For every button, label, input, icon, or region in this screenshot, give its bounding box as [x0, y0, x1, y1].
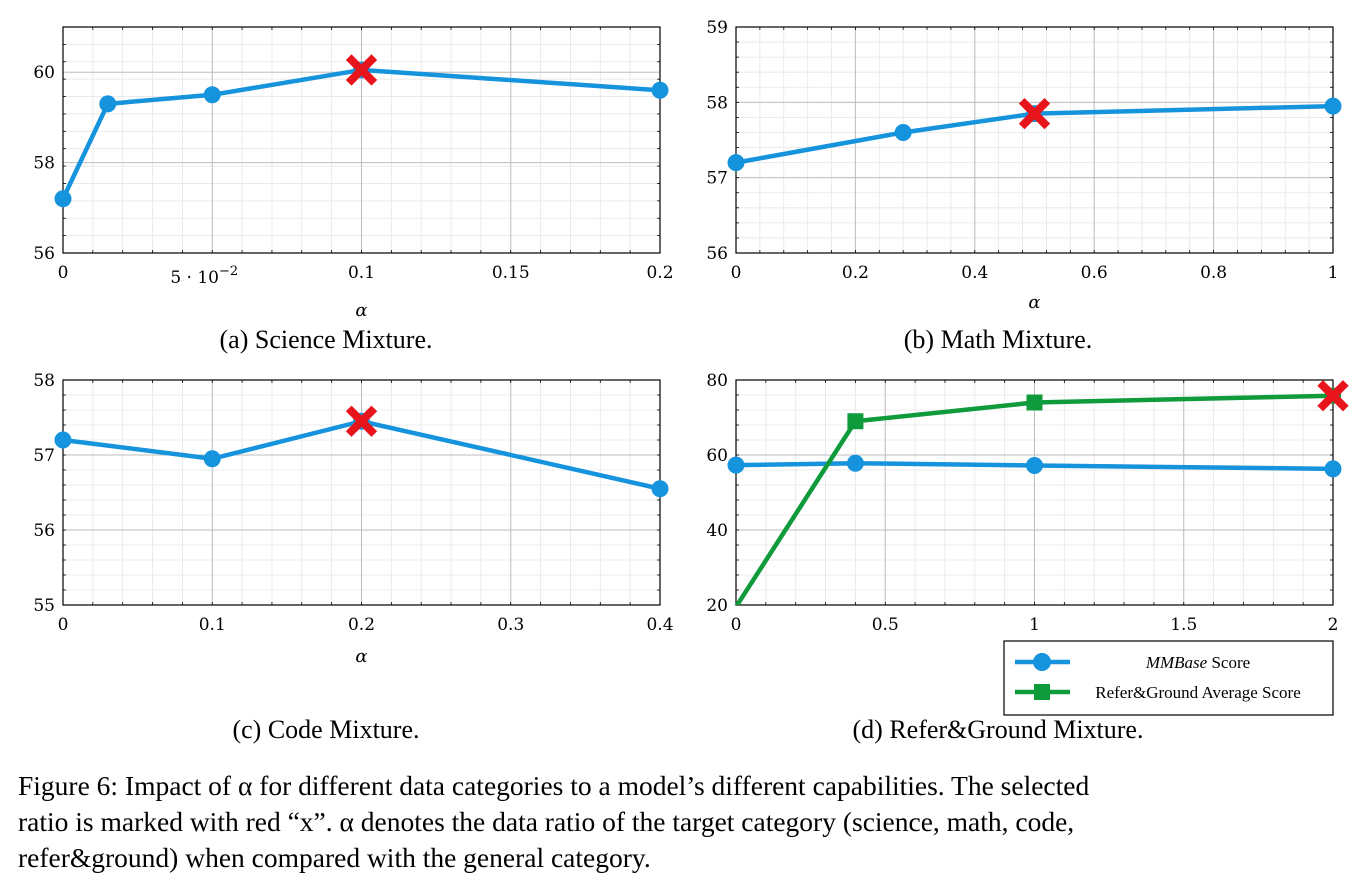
x-tick-label: 1	[1029, 615, 1040, 635]
data-point-mmbase	[54, 431, 72, 449]
legend-refer-label: Refer&Ground Average Score	[1095, 683, 1301, 702]
data-point-refer	[1026, 394, 1043, 411]
x-tick-label: 0.1	[348, 263, 375, 283]
chart-d: 0 0.5 1 1.5 2 20 40 60 80 (d) Refer&Ground Mixtur…	[706, 371, 1349, 744]
y-tick-label: 58	[33, 371, 55, 391]
legend: MMBase Score Refer&Ground Average Score	[1003, 640, 1334, 716]
x-tick-label: 2	[1328, 615, 1339, 635]
y-tick-label: 55	[33, 596, 55, 616]
data-point-mmbase	[651, 81, 669, 99]
legend-mmbase-marker	[1033, 653, 1051, 671]
x-tick-label: 0.1	[199, 615, 226, 635]
data-point-mmbase	[846, 454, 864, 472]
x-tick-label: 0.5	[872, 615, 899, 635]
data-point-mmbase	[203, 450, 221, 468]
selected-x-marker	[345, 54, 378, 86]
series-mmbase	[727, 454, 1342, 478]
legend-mmbase-label: MMBase Score	[1145, 653, 1250, 672]
series-mmbase	[54, 412, 669, 498]
y-tick-label: 56	[706, 244, 728, 264]
x-tick-label: 1	[1328, 263, 1339, 283]
x-tick-label: 0.2	[842, 263, 869, 283]
x-tick-label: 0.8	[1200, 263, 1227, 283]
y-tick-label: 58	[33, 154, 55, 174]
x-tick-label: 0.4	[646, 615, 673, 635]
y-tick-label: 60	[706, 446, 728, 466]
caption-line-2: ratio is marked with red “x”. α denotes …	[18, 806, 1075, 837]
x-tick-label: 0.2	[348, 615, 375, 635]
x-tick-label: 0.6	[1081, 263, 1108, 283]
series-refer	[734, 387, 1341, 605]
figure-caption: Figure 6: Impact of α for different data…	[18, 768, 1358, 876]
y-tick-label: 58	[706, 93, 728, 113]
series-line-refer	[734, 393, 1334, 605]
x-tick-label: 0	[731, 263, 742, 283]
x-axis-label: α	[355, 646, 367, 667]
x-tick-label: 0	[58, 615, 69, 635]
series-line-mmbase	[735, 461, 1334, 472]
data-point-mmbase	[651, 480, 669, 498]
data-point-mmbase	[894, 123, 912, 141]
legend-refer-marker	[1034, 684, 1050, 700]
x-axis-label: α	[355, 300, 367, 321]
series-line-mmbase	[735, 103, 1334, 165]
subfigure-caption-d: (d) Refer&Ground Mixture.	[853, 715, 1144, 744]
subfigure-caption-c: (c) Code Mixture.	[232, 715, 419, 744]
y-tick-label: 20	[706, 596, 728, 616]
data-point-mmbase	[1026, 457, 1043, 474]
data-point-mmbase	[203, 86, 221, 104]
chart-a: 0 5 · 10−2 0.1 0.15 0.2 56 58 60 α (a) Science Mi…	[33, 26, 674, 354]
plot-frame	[735, 379, 1334, 606]
data-point-mmbase	[1324, 97, 1342, 115]
data-point-mmbase	[1324, 460, 1342, 478]
x-tick-label: 0.3	[497, 615, 524, 635]
data-point-mmbase	[727, 154, 745, 172]
subfigure-caption-b: (b) Math Mixture.	[904, 325, 1092, 354]
x-tick-label: 5 · 10−2	[170, 264, 238, 288]
y-tick-label: 40	[706, 521, 728, 541]
selected-x-stroke-2	[1317, 380, 1349, 412]
selected-x-marker	[1018, 97, 1051, 130]
subfigure-caption-a: (a) Science Mixture.	[220, 325, 433, 354]
data-point-mmbase	[54, 190, 72, 208]
data-point-refer	[847, 413, 864, 430]
data-point-mmbase	[99, 95, 117, 113]
series-mmbase	[727, 97, 1342, 172]
plot-frame	[62, 26, 661, 254]
x-axis-label: α	[1028, 292, 1040, 313]
x-tick-label: 0.2	[646, 263, 673, 283]
caption-line-3: refer&ground) when compared with the gen…	[18, 842, 651, 873]
series-line-mmbase	[62, 419, 661, 491]
selected-x-marker	[345, 405, 378, 437]
x-tick-label: 0	[58, 263, 69, 283]
selected-x-stroke-2	[345, 405, 378, 437]
x-tick-label: 0.4	[961, 263, 988, 283]
selected-x-stroke-2	[1018, 97, 1051, 130]
series-mmbase	[54, 61, 669, 208]
data-point-mmbase	[727, 456, 745, 474]
caption-line-1: Figure 6: Impact of α for different data…	[18, 770, 1090, 801]
y-tick-label: 80	[706, 371, 728, 391]
y-tick-label: 56	[33, 244, 55, 264]
chart-b: 0 0.2 0.4 0.6 0.8 1 56 57 58 59 α (b) Math Mixture.	[706, 18, 1342, 354]
figure-canvas: 0 5 · 10−2 0.1 0.15 0.2 56 58 60 α (a) Science Mi…	[33, 18, 1349, 744]
x-tick-label: 0	[731, 615, 742, 635]
x-tick-label: 1.5	[1170, 615, 1197, 635]
y-tick-label: 56	[33, 521, 55, 541]
y-tick-label: 59	[706, 18, 728, 38]
plot-frame	[735, 26, 1334, 254]
y-tick-label: 57	[706, 169, 728, 189]
chart-c: 0 0.1 0.2 0.3 0.4 55 56 57 58 α (c) Code Mixture.	[33, 371, 673, 744]
selected-x-stroke-2	[345, 54, 378, 86]
y-tick-label: 57	[33, 446, 55, 466]
y-tick-label: 60	[33, 63, 55, 83]
x-tick-label: 0.15	[492, 263, 530, 283]
selected-x-marker	[1317, 380, 1349, 412]
